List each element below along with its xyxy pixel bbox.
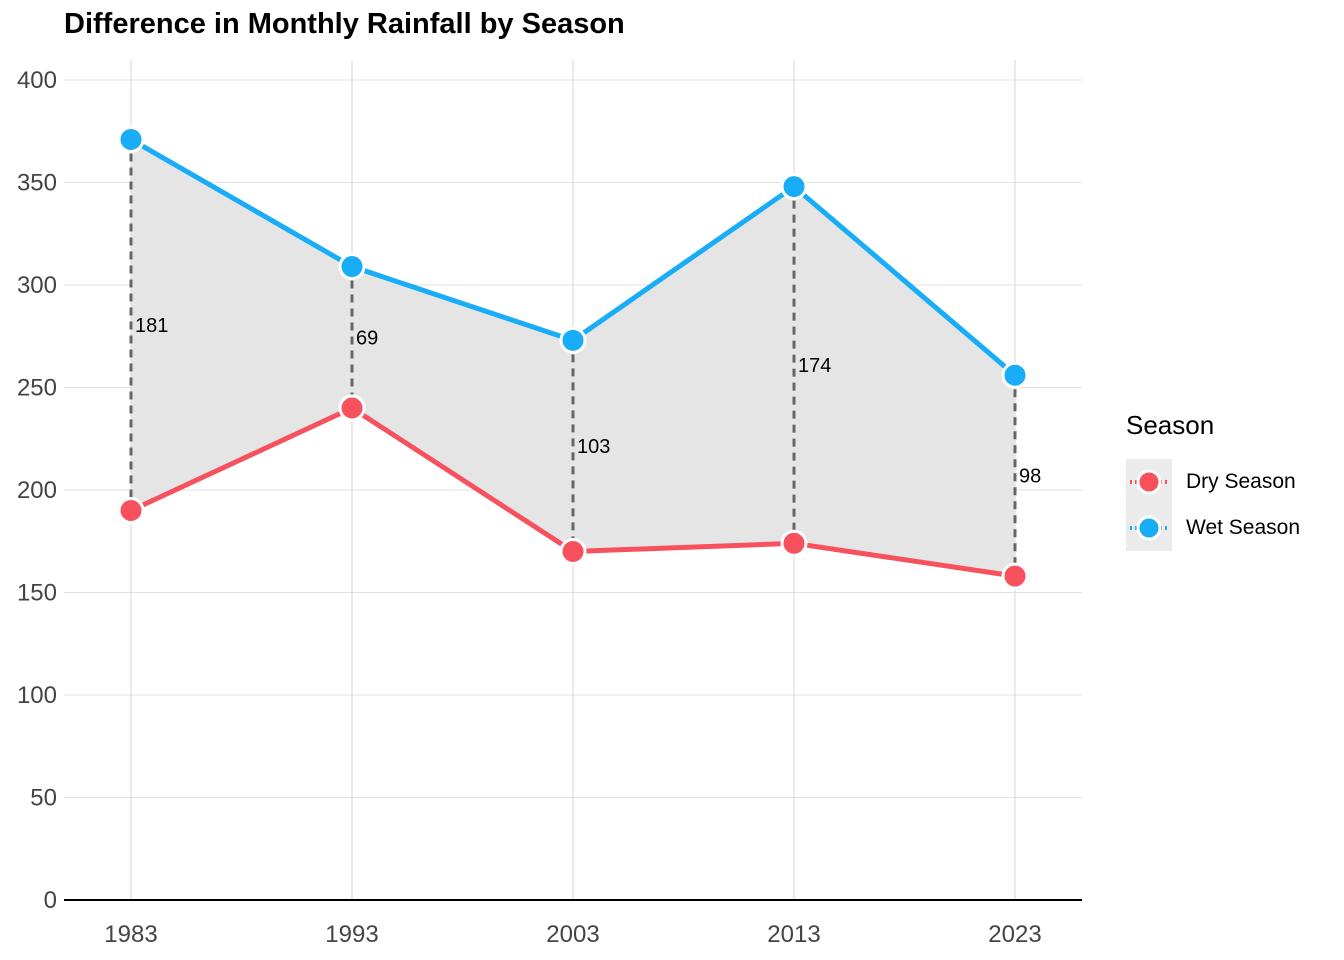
- dry-season-marker-icon: [1130, 469, 1168, 495]
- difference-label: 181: [135, 315, 168, 337]
- legend-dot: [1136, 515, 1162, 541]
- legend-label-dry-season: Dry Season: [1186, 470, 1296, 493]
- data-point: [1001, 361, 1029, 389]
- difference-label: 98: [1019, 466, 1041, 488]
- y-tick-label: 400: [17, 67, 57, 94]
- legend-key-dry-season: [1126, 459, 1172, 505]
- wet-season-marker-icon: [1130, 515, 1168, 541]
- data-point: [338, 394, 366, 422]
- x-tick-label: 2013: [767, 921, 820, 948]
- difference-labels: 181 69 103 174 98: [135, 315, 1041, 488]
- data-point: [117, 125, 145, 153]
- y-tick-label: 100: [17, 682, 57, 709]
- data-point: [117, 497, 145, 524]
- series-points: [117, 125, 1029, 590]
- data-point: [780, 529, 808, 557]
- y-tick-label: 150: [17, 580, 57, 607]
- data-point: [338, 253, 366, 281]
- x-tick-label: 1993: [325, 921, 378, 948]
- difference-label: 69: [356, 327, 378, 349]
- legend-title: Season: [1126, 410, 1215, 440]
- legend-label-wet-season: Wet Season: [1186, 516, 1301, 539]
- legend-dot: [1136, 469, 1162, 495]
- y-tick-label: 50: [30, 785, 57, 812]
- y-tick-label: 350: [17, 170, 57, 197]
- data-point: [559, 326, 587, 354]
- x-tick-label: 1983: [104, 921, 157, 948]
- difference-label: 174: [798, 355, 831, 377]
- chart-title: Difference in Monthly Rainfall by Season: [64, 8, 625, 40]
- x-tick-label: 2023: [988, 921, 1041, 948]
- data-point: [1001, 562, 1029, 590]
- legend-key-wet-season: [1126, 505, 1172, 551]
- legend-item-wet-season: Wet Season: [1126, 505, 1300, 551]
- x-tick-label: 2003: [546, 921, 599, 948]
- y-tick-label: 250: [17, 375, 57, 402]
- y-tick-label: 300: [17, 272, 57, 299]
- y-tick-label: 0: [44, 887, 57, 914]
- axes: 0 50 100 150 200 250 300 350 400 1983 1993 2003 2013…: [17, 67, 1082, 948]
- data-point: [559, 538, 587, 565]
- difference-label: 103: [577, 436, 610, 458]
- legend: Season Dry Season Wet Season: [1126, 410, 1300, 551]
- y-tick-label: 200: [17, 477, 57, 504]
- legend-item-dry-season: Dry Season: [1126, 459, 1300, 505]
- difference-segments: [129, 139, 1017, 577]
- data-point: [780, 173, 808, 201]
